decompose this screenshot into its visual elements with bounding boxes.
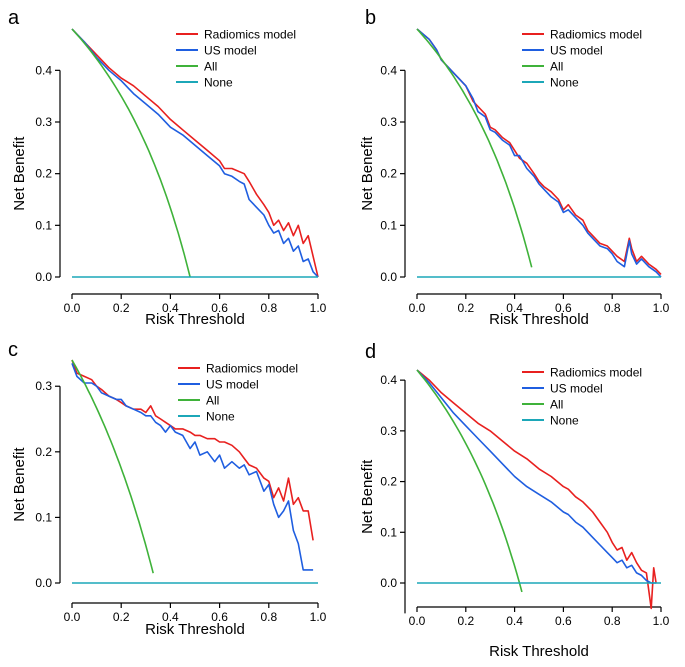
x-tick-label: 0.2	[457, 614, 474, 628]
x-tick-label: 0.8	[260, 301, 277, 315]
chart-panel-d: d 0.0 0.1 0.2 0.3 0.4 0.0 0.2 0.4 0.6 0.8 1.0 Risk T…	[359, 341, 670, 660]
panel-label: d	[365, 341, 376, 363]
x-tick-label: 0.2	[113, 301, 130, 315]
x-tick-label: 0.8	[604, 301, 621, 315]
legend: Radiomics model US model All None	[522, 366, 642, 428]
x-tick-label: 0.0	[64, 301, 81, 315]
legend-label: All	[550, 398, 563, 412]
legend-label: US model	[550, 44, 603, 58]
legend-label: All	[204, 60, 217, 74]
series-line-us-model	[71, 363, 314, 571]
y-axis-label: Net Benefit	[359, 136, 376, 211]
series-line-all	[71, 359, 154, 574]
y-tick-label: 0.3	[380, 115, 397, 129]
series-line-us-model	[71, 28, 319, 278]
legend-label: All	[206, 394, 219, 408]
series-line-us-model	[416, 369, 657, 584]
y-tick-label: 0.0	[35, 270, 52, 284]
panel-label: a	[8, 7, 20, 29]
x-tick-label: 1.0	[310, 610, 327, 624]
legend-label: US model	[550, 382, 603, 396]
series-line-us-model	[416, 28, 662, 278]
x-tick-label: 0.6	[555, 614, 572, 628]
panel-label: c	[8, 339, 18, 361]
y-tick-label: 0.1	[35, 218, 52, 232]
y-tick-label: 0.2	[35, 445, 52, 459]
legend: Radiomics model US model All None	[176, 28, 296, 90]
x-axis-label: Risk Threshold	[145, 311, 245, 328]
x-tick-label: 0.4	[506, 614, 523, 628]
x-tick-label: 0.0	[64, 610, 81, 624]
legend-label: US model	[206, 378, 259, 392]
series-line-all	[416, 369, 523, 593]
y-tick-label: 0.1	[380, 218, 397, 232]
y-tick-label: 0.4	[380, 373, 397, 387]
chart-panel-c: c 0.0 0.1 0.2 0.3 0.0 0.2 0.4 0.6 0.8 1.0 Risk Thre…	[8, 339, 327, 638]
x-tick-label: 0.4	[162, 301, 179, 315]
x-tick-label: 0.4	[506, 301, 523, 315]
y-tick-label: 0.1	[35, 510, 52, 524]
x-tick-label: 0.8	[260, 610, 277, 624]
y-tick-label: 0.4	[35, 63, 52, 77]
x-tick-label: 0.4	[162, 610, 179, 624]
y-tick-label: 0.1	[380, 525, 397, 539]
legend-label: Radiomics model	[550, 366, 642, 380]
legend-label: Radiomics model	[206, 362, 298, 376]
legend-label: All	[550, 60, 563, 74]
panel-label: b	[365, 7, 376, 29]
y-tick-label: 0.3	[380, 424, 397, 438]
y-tick-label: 0.2	[380, 475, 397, 489]
chart-panel-a: a 0.0 0.1 0.2 0.3 0.4 0.0 0.2 0.4 0.6 0.8 1.0 Risk T…	[8, 7, 327, 328]
y-tick-label: 0.2	[35, 167, 52, 181]
x-axis-label: Risk Threshold	[489, 643, 589, 660]
legend: Radiomics model US model All None	[522, 28, 642, 90]
x-tick-label: 0.6	[211, 610, 228, 624]
x-axis-label: Risk Threshold	[145, 621, 245, 638]
y-tick-label: 0.0	[380, 270, 397, 284]
series-line-radiomics-model	[416, 369, 657, 610]
legend: Radiomics model US model All None	[178, 362, 298, 424]
legend-label: US model	[204, 44, 257, 58]
series-line-radiomics-model	[71, 28, 319, 278]
y-axis-label: Net Benefit	[11, 447, 28, 522]
y-tick-label: 0.0	[380, 576, 397, 590]
legend-label: Radiomics model	[204, 28, 296, 42]
x-tick-label: 0.6	[211, 301, 228, 315]
y-axis-label: Net Benefit	[11, 136, 28, 211]
x-tick-label: 0.8	[604, 614, 621, 628]
y-tick-label: 0.0	[35, 576, 52, 590]
y-tick-label: 0.3	[35, 115, 52, 129]
y-tick-label: 0.3	[35, 379, 52, 393]
x-tick-label: 1.0	[310, 301, 327, 315]
x-tick-label: 0.6	[555, 301, 572, 315]
legend-label: None	[550, 414, 579, 428]
legend-label: None	[206, 410, 235, 424]
y-tick-label: 0.2	[380, 167, 397, 181]
x-tick-label: 0.2	[113, 610, 130, 624]
x-tick-label: 0.2	[457, 301, 474, 315]
x-tick-label: 1.0	[653, 301, 670, 315]
legend-label: None	[550, 76, 579, 90]
x-axis-label: Risk Threshold	[489, 311, 589, 328]
series-line-all	[416, 28, 533, 268]
legend-label: None	[204, 76, 233, 90]
x-tick-label: 0.0	[409, 301, 426, 315]
chart-panel-b: b 0.0 0.1 0.2 0.3 0.4 0.0 0.2 0.4 0.6 0.8 1.0 Risk T…	[359, 7, 670, 328]
y-axis-label: Net Benefit	[359, 459, 376, 534]
y-tick-label: 0.4	[380, 63, 397, 77]
x-tick-label: 0.0	[409, 614, 426, 628]
series-line-all	[71, 28, 191, 278]
x-tick-label: 1.0	[653, 614, 670, 628]
legend-label: Radiomics model	[550, 28, 642, 42]
